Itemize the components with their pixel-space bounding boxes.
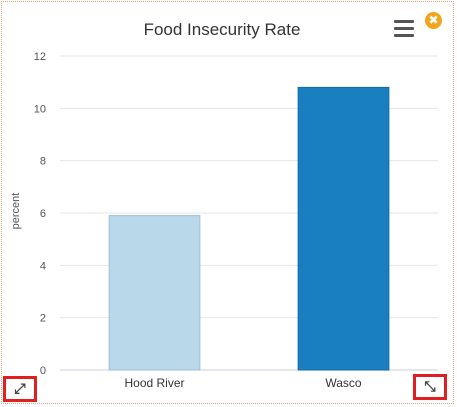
y-axis-ticks: 0 2 4 6 8 10 12 (34, 51, 46, 377)
y-tick-label: 4 (40, 260, 46, 272)
bar-wasco[interactable] (297, 86, 390, 371)
chart-menu-button[interactable] (392, 20, 416, 42)
resize-arrows-icon: ⤡ (424, 379, 436, 395)
y-tick-label: 0 (40, 365, 46, 377)
y-tick-label: 6 (40, 208, 46, 220)
y-tick-label: 8 (40, 156, 46, 168)
y-tick-label: 2 (40, 313, 46, 325)
x-tick-label: Hood River (124, 376, 184, 390)
expand-arrows-icon: ⤢ (14, 381, 26, 397)
resize-handle[interactable]: ⤡ (413, 374, 447, 400)
expand-button[interactable]: ⤢ (3, 376, 37, 402)
bar-hood-river[interactable] (108, 215, 201, 371)
x-axis-ticks: Hood River Wasco (124, 376, 361, 390)
x-tick-label: Wasco (325, 376, 362, 390)
close-icon: ✖ (428, 13, 439, 27)
y-tick-label: 10 (34, 103, 46, 115)
y-axis-label: percent (10, 193, 22, 230)
bars (108, 86, 390, 371)
chart-title: Food Insecurity Rate (144, 20, 301, 39)
close-button[interactable]: ✖ (425, 12, 442, 29)
hamburger-menu-icon (394, 20, 414, 23)
y-tick-label: 12 (34, 51, 46, 63)
